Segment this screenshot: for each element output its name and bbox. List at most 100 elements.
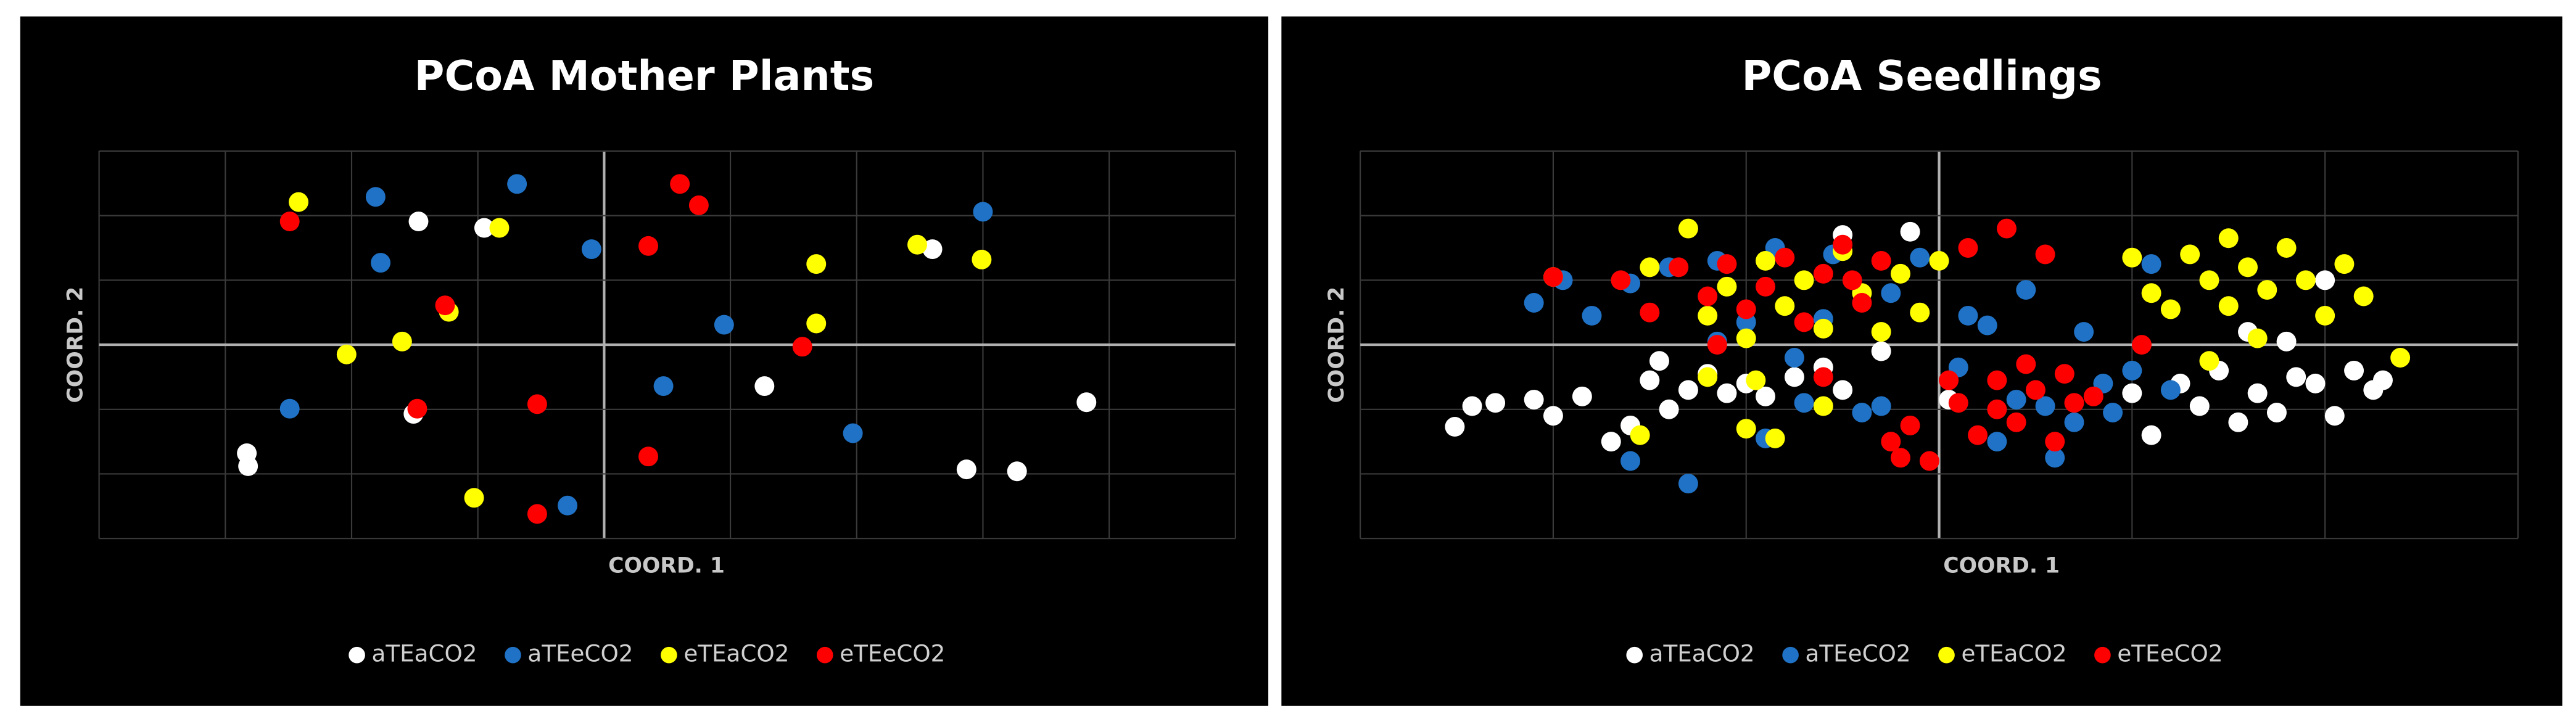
data-point [2122, 383, 2142, 403]
data-point [2247, 383, 2268, 403]
y-axis-label: COORD. 2 [63, 287, 88, 403]
legend-marker [816, 646, 833, 664]
data-point [1669, 257, 1689, 278]
data-point [2199, 351, 2219, 371]
legend-label: aTEaCO2 [372, 640, 477, 667]
data-point [1910, 247, 1930, 268]
data-point [2247, 328, 2268, 348]
data-point [1987, 399, 2007, 419]
legend-marker [661, 646, 677, 664]
data-point [489, 218, 510, 238]
data-point [1572, 386, 1592, 406]
x-axis-label: COORD. 1 [608, 553, 725, 578]
data-point [2334, 254, 2355, 274]
data-point [279, 398, 300, 419]
data-point [2257, 280, 2277, 300]
data-point [653, 376, 674, 397]
data-point [2141, 254, 2161, 274]
data-point [1958, 238, 1978, 258]
data-point [1900, 221, 1920, 242]
panel: PCoA Seedlings COORD. 1 COORD. 2 aTEaCO2 aTE… [1281, 16, 2562, 706]
data-point [408, 212, 429, 232]
data-point [843, 423, 863, 443]
data-point [289, 192, 308, 212]
data-point [2064, 412, 2084, 432]
data-point [1678, 380, 1698, 400]
data-point [238, 456, 258, 476]
data-point [2132, 335, 2152, 355]
data-point [2045, 432, 2065, 452]
data-point [972, 249, 992, 269]
legend-marker [505, 646, 521, 664]
data-point [2160, 380, 2181, 400]
data-point [464, 488, 484, 508]
data-point [1649, 351, 1669, 371]
data-point [1707, 335, 1727, 355]
data-point [2315, 305, 2335, 326]
data-point [1678, 474, 1698, 494]
data-point [1842, 270, 1862, 290]
data-point [2083, 386, 2103, 406]
legend-label: eTEaCO2 [683, 640, 789, 667]
data-point [1620, 451, 1641, 471]
data-point [527, 504, 547, 524]
data-point [1813, 263, 1833, 284]
data-point [1813, 318, 1833, 339]
data-point [1775, 247, 1795, 268]
data-point [581, 239, 601, 260]
data-point [2315, 270, 2335, 290]
data-point [507, 174, 527, 194]
data-point [922, 239, 943, 260]
data-point [2141, 283, 2161, 303]
data-point [792, 337, 812, 357]
data-point [754, 376, 775, 397]
data-point [2045, 448, 2065, 468]
data-point [1698, 305, 1718, 326]
legend-marker [2094, 646, 2111, 664]
data-point [2035, 396, 2055, 416]
data-point [2064, 393, 2084, 413]
data-point [336, 344, 357, 364]
data-point [2324, 406, 2345, 426]
data-point [2025, 380, 2046, 400]
data-point [1881, 283, 1901, 303]
data-point [2006, 390, 2026, 410]
data-point [2266, 403, 2287, 422]
data-point [365, 187, 386, 207]
data-point [956, 459, 976, 480]
data-point [1678, 218, 1698, 239]
data-point [2228, 412, 2248, 432]
data-point [1445, 417, 1465, 437]
data-point [2122, 247, 2142, 268]
data-point [1871, 322, 1891, 342]
data-point [1756, 386, 1775, 406]
data-point [474, 218, 494, 238]
legend-label: eTEeCO2 [2117, 640, 2223, 667]
data-point [2344, 360, 2364, 381]
data-point [1910, 302, 1930, 323]
data-point [1833, 234, 1853, 255]
data-point [1736, 419, 1756, 439]
data-point [1939, 370, 1959, 390]
data-point [638, 446, 658, 467]
data-point [1765, 428, 1785, 448]
data-point [2276, 331, 2297, 352]
legend-label: eTEaCO2 [1961, 640, 2066, 667]
data-point [1543, 267, 1563, 287]
data-point [1698, 286, 1718, 306]
data-point [527, 394, 547, 414]
data-point [2016, 354, 2036, 374]
data-point [279, 212, 300, 232]
data-point [1485, 393, 1506, 413]
data-point [1462, 396, 1482, 416]
data-point [2286, 367, 2306, 387]
data-point [2054, 364, 2074, 384]
data-point [1775, 296, 1795, 316]
data-point [1717, 254, 1737, 274]
data-point [1871, 250, 1891, 271]
data-point [1871, 341, 1891, 361]
data-point [1977, 315, 1997, 335]
data-point [1659, 399, 1679, 419]
